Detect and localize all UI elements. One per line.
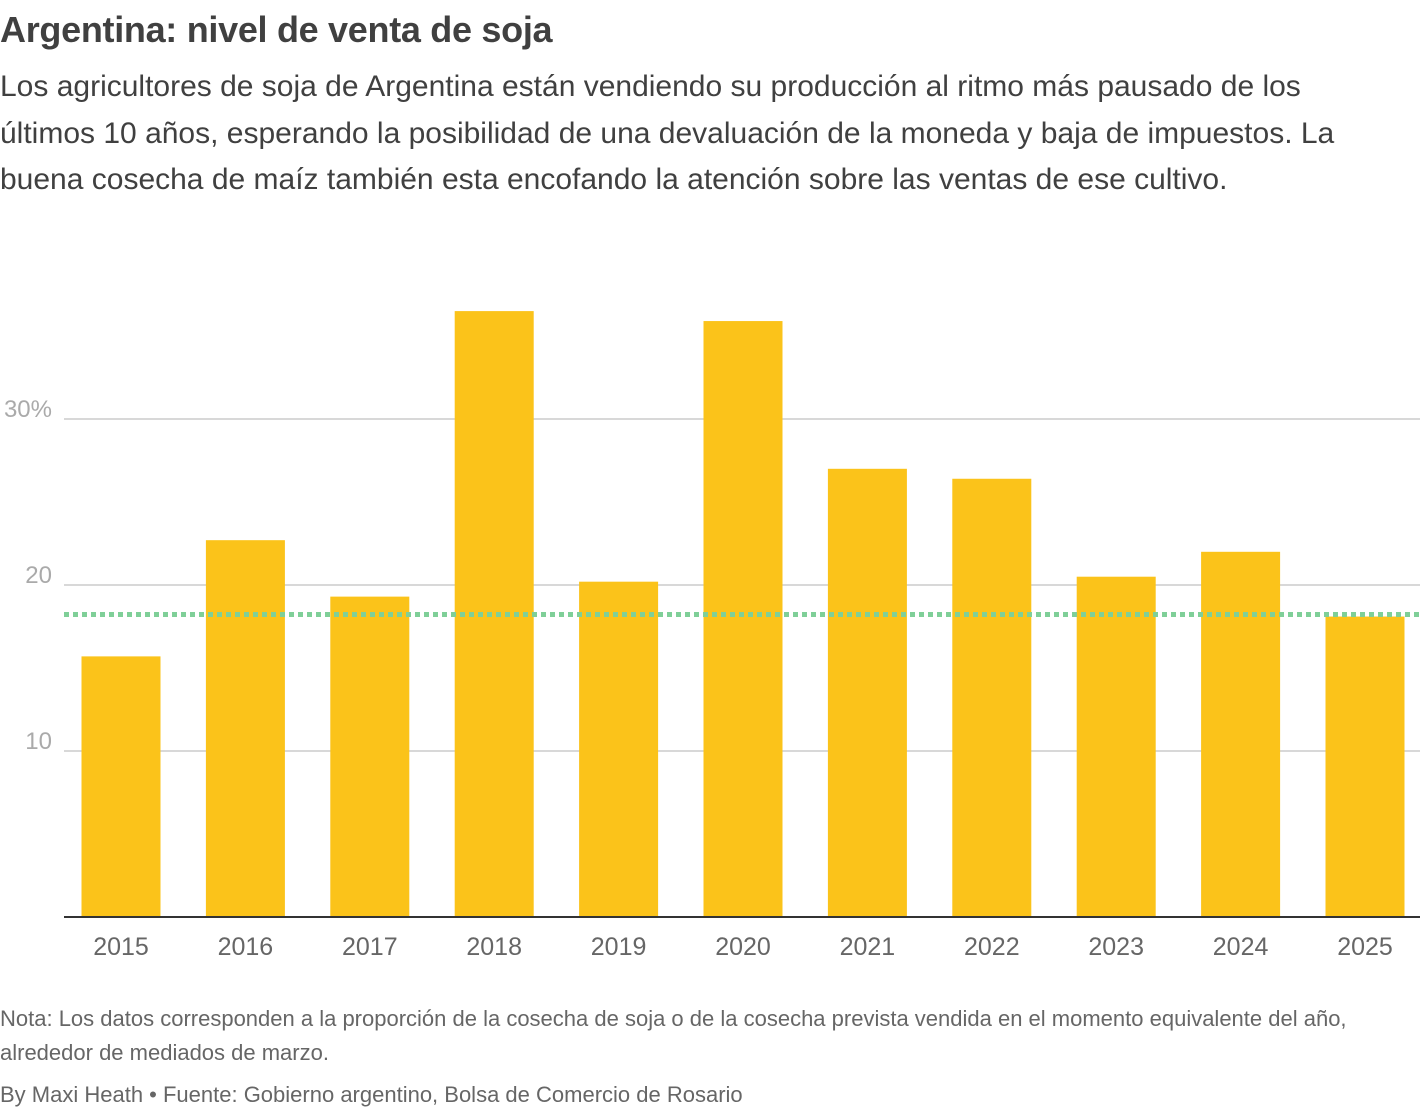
x-axis-labels: 2015 2016 2017 2018 2019 2020 2021 2022 2023 2024… (93, 933, 1393, 961)
chart-title: Argentina: nivel de venta de soja (0, 9, 553, 50)
bar-2019 (579, 581, 659, 917)
bar-2025 (1325, 616, 1405, 917)
x-tick-label: 2018 (466, 933, 522, 961)
x-tick-label: 2023 (1088, 933, 1144, 961)
bar-2015 (81, 656, 161, 917)
x-tick-label: 2025 (1337, 933, 1393, 961)
bar-chart: 10 20 30% 2015 2016 2017 2018 2019 2020 2021 2022… (4, 311, 1420, 961)
x-tick-label: 2024 (1213, 933, 1269, 961)
bar-2016 (205, 540, 285, 917)
x-tick-label: 2017 (342, 933, 398, 961)
y-tick-label: 20 (25, 562, 52, 589)
x-tick-label: 2015 (93, 933, 149, 961)
x-tick-label: 2020 (715, 933, 771, 961)
footnote: Nota: Los datos corresponden a la propor… (0, 1006, 1347, 1065)
chart-subtitle: Los agricultores de soja de Argentina es… (0, 70, 1335, 196)
bar-2017 (330, 596, 410, 917)
y-tick-label: 10 (25, 728, 52, 755)
bar-2022 (952, 478, 1032, 917)
x-tick-label: 2016 (218, 933, 274, 961)
y-tick-label: 30% (4, 396, 52, 423)
x-tick-label: 2022 (964, 933, 1020, 961)
bar-2018 (454, 311, 534, 918)
bar-2023 (1076, 576, 1156, 917)
bar-2020 (703, 321, 783, 917)
y-axis-labels: 10 20 30% (4, 396, 52, 755)
bar-2024 (1201, 551, 1281, 917)
x-tick-label: 2019 (591, 933, 647, 961)
x-tick-label: 2021 (840, 933, 896, 961)
source-byline: By Maxi Heath • Fuente: Gobierno argenti… (0, 1082, 743, 1107)
bar-2021 (827, 468, 907, 917)
bars (81, 311, 1405, 918)
